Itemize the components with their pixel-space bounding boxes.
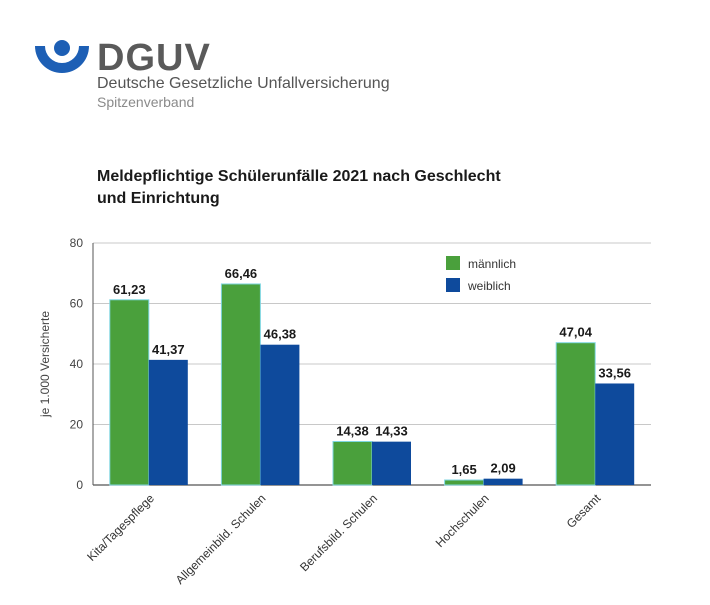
data-label: 2,09	[490, 461, 515, 476]
data-label: 47,04	[559, 325, 592, 340]
chart-title: Meldepflichtige Schülerunfälle 2021 nach…	[97, 166, 567, 210]
y-tick-label: 20	[70, 418, 84, 432]
legend-swatch-weiblich	[446, 278, 460, 292]
dguv-logo-icon	[35, 40, 89, 73]
y-tick-label: 0	[76, 478, 83, 492]
bar-weiblich	[260, 344, 300, 485]
data-label: 61,23	[113, 282, 146, 297]
data-label: 46,38	[264, 327, 297, 342]
x-tick-label: Berufsbild. Schulen	[297, 491, 380, 574]
y-tick-label: 40	[70, 357, 84, 371]
bar-männlich	[332, 441, 373, 486]
y-tick-label: 80	[70, 236, 84, 250]
data-label: 14,33	[375, 424, 408, 439]
bar-weiblich	[148, 359, 188, 485]
bar-männlich	[109, 299, 150, 486]
legend-label: männlich	[468, 257, 516, 271]
logo-wordmark: DGUV	[97, 37, 211, 79]
bar-männlich	[220, 283, 261, 486]
data-label: 41,37	[152, 342, 185, 357]
data-label: 14,38	[336, 424, 369, 439]
x-tick-label: Hochschulen	[433, 491, 492, 550]
data-label: 1,65	[451, 462, 476, 477]
bar-weiblich	[372, 441, 411, 485]
legend-swatch-männlich	[446, 256, 460, 270]
dguv-logo: DGUV Deutsche Gesetzliche Unfallversiche…	[33, 38, 393, 118]
y-axis-label: je 1.000 Versicherte	[38, 311, 52, 418]
bar-männlich	[444, 479, 485, 486]
legend-label: weiblich	[467, 279, 511, 293]
bar-weiblich	[595, 383, 635, 485]
chart-title-line-2: und Einrichtung	[97, 190, 220, 207]
x-tick-label: Allgemeinbild. Schulen	[173, 491, 269, 587]
chart-title-line-1: Meldepflichtige Schülerunfälle 2021 nach…	[97, 168, 501, 185]
x-tick-label: Kita/Tagespflege	[84, 491, 157, 564]
data-label: 33,56	[598, 365, 631, 380]
data-label: 66,46	[225, 266, 258, 281]
y-tick-label: 60	[70, 297, 84, 311]
logo-organization-name: Deutsche Gesetzliche Unfallversicherung	[97, 75, 390, 92]
bar-weiblich	[483, 478, 523, 485]
logo-subtitle: Spitzenverband	[97, 94, 195, 110]
bar-männlich	[555, 342, 596, 486]
x-tick-label: Gesamt	[564, 491, 604, 531]
